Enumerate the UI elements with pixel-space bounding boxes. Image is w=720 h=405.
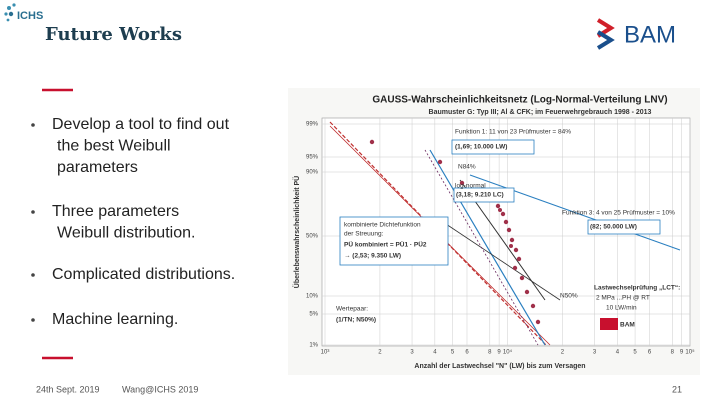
sample-points: [369, 139, 541, 325]
fit-line: [424, 149, 539, 346]
annotation: 2 MPa ...PH @ RT: [596, 295, 650, 302]
footer-author: Wang@ICHS 2019: [122, 384, 198, 394]
annotation: BAM: [620, 322, 635, 329]
annotation: Wertepaar:: [336, 306, 368, 313]
logo-text: ICHS: [17, 10, 43, 22]
bullet-text: Three parameters: [52, 203, 179, 220]
figure: GAUSS-Wahrscheinlichkeitsnetz (Log-Norma…: [288, 88, 700, 375]
annotation: PÜ kombiniert = PÜ1 · PÜ2: [344, 240, 427, 249]
x-tick-label: 3: [410, 350, 414, 356]
footer-date: 24th Sept. 2019: [36, 384, 100, 394]
annotation: (1,69; 10.000 LW): [455, 144, 507, 151]
x-tick-label: 4: [616, 350, 620, 356]
x-axis-label: Anzahl der Lastwechsel "N" (LW) bis zum …: [414, 363, 585, 370]
x-tick-label: 3: [593, 350, 597, 356]
bullet-dot: [31, 123, 35, 127]
annotation: (1/TN; N50%): [336, 317, 376, 324]
annotation: → (2,53; 9.350 LW): [344, 253, 401, 260]
bam-logo: BAM: [596, 18, 676, 50]
y-tick-label: 1%: [309, 343, 318, 349]
brand-text: BAM: [624, 21, 676, 48]
annotation: der Streuung:: [344, 231, 384, 238]
bullet-list: Develop a tool to find out the best Weibu…: [31, 116, 235, 328]
bullet-text: Develop a tool to find out: [52, 116, 230, 133]
annotation: 10 LW/min: [606, 305, 637, 312]
annotation-box: [339, 216, 449, 266]
annotation: Funktion 1: 11 von 23 Prüfmuster = 84%: [455, 129, 571, 136]
annotation: Lastwechselprüfung „LCT“:: [594, 285, 680, 292]
x-tick-label: 2: [378, 350, 382, 356]
annotation: N50%: [560, 293, 578, 300]
annotation-box: [587, 219, 661, 235]
annotation: log-normal: [455, 183, 486, 190]
fit-line: [329, 121, 547, 346]
bullet-text: parameters: [57, 159, 138, 176]
y-tick-label: 95%: [306, 155, 319, 161]
bullet-dot: [31, 318, 35, 322]
fit-line: [439, 219, 561, 301]
x-tick-label: 6: [648, 350, 652, 356]
y-axis-label: Überlebenswahrscheinlichkeit PÜ: [292, 176, 301, 288]
annotation: (82; 50.000 LW): [590, 224, 637, 231]
fit-line: [429, 149, 546, 346]
y-tick-label: 90%: [306, 170, 319, 176]
x-tick-label: 9: [680, 350, 684, 356]
x-tick-label: 6: [465, 350, 469, 356]
x-tick-label: 8: [488, 350, 492, 356]
x-tick-label: 10³: [321, 350, 330, 356]
x-tick-label: 10⁵: [685, 349, 695, 356]
ichs-logo: ICHS: [4, 3, 43, 22]
bullet-text: Machine learning.: [52, 311, 178, 328]
bullet-text: the best Weibull: [57, 138, 171, 155]
annotation: kombinierte Dichtefunktion: [344, 222, 421, 229]
annotation: (3,18; 9.210 LC): [456, 192, 504, 199]
y-tick-label: 50%: [306, 234, 319, 240]
x-tick-label: 10⁴: [503, 349, 513, 356]
x-tick-label: 5: [633, 350, 637, 356]
annotation: N84%: [458, 164, 476, 171]
bullet-text: Complicated distributions.: [52, 266, 235, 283]
x-tick-label: 4: [433, 350, 437, 356]
x-tick-label: 9: [497, 350, 501, 356]
x-tick-label: 2: [561, 350, 565, 356]
y-tick-label: 5%: [309, 312, 318, 318]
bam-mini-logo: [600, 318, 618, 330]
page-number: 21: [672, 384, 682, 394]
figure-title: GAUSS-Wahrscheinlichkeitsnetz (Log-Norma…: [372, 95, 667, 106]
bullet-dot: [31, 273, 35, 277]
bullet-text: Weibull distribution.: [57, 225, 195, 242]
figure-subtitle: Baumuster G: Typ III; Al & CFK; im Feuer…: [429, 109, 652, 116]
fit-line: [469, 174, 681, 251]
x-tick-label: 5: [451, 350, 455, 356]
x-tick-label: 8: [671, 350, 675, 356]
annotation-box: [451, 139, 535, 155]
y-tick-label: 99%: [306, 122, 319, 128]
y-tick-label: 10%: [306, 294, 319, 300]
annotation-box: [453, 187, 515, 203]
annotation: Funktion 3: 4 von 25 Prüfmuster = 10%: [562, 210, 675, 217]
slide-title: Future Works: [45, 24, 182, 45]
bullet-dot: [31, 210, 35, 214]
